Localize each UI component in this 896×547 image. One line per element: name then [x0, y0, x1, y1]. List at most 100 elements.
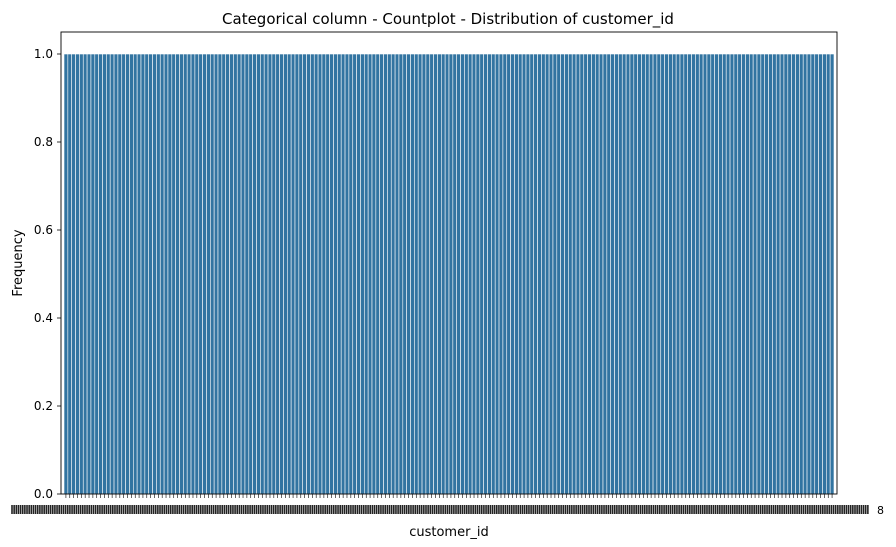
- bar: [136, 53, 142, 495]
- bar: [144, 53, 150, 495]
- bar: [283, 53, 288, 495]
- bar: [775, 53, 781, 495]
- bar: [552, 53, 558, 495]
- bar: [306, 53, 311, 495]
- bar: [795, 53, 800, 495]
- bar: [741, 53, 746, 495]
- bar: [383, 53, 388, 495]
- bar: [810, 53, 816, 495]
- bar: [82, 53, 88, 495]
- y-axis-label: Frequency: [11, 229, 26, 296]
- bar: [641, 53, 646, 495]
- bar: [802, 53, 808, 495]
- bar: [556, 53, 561, 495]
- bar: [791, 53, 796, 495]
- bar: [337, 53, 342, 495]
- x-tick-label-band: [11, 505, 869, 514]
- bar: [109, 53, 115, 495]
- bar: [271, 53, 277, 495]
- bar: [691, 53, 696, 495]
- bar: [240, 53, 246, 495]
- y-tick-label: 0.4: [34, 311, 53, 325]
- bar: [637, 53, 642, 495]
- bar: [487, 53, 492, 495]
- bar: [618, 53, 623, 495]
- bar: [583, 53, 588, 495]
- bar: [394, 53, 400, 495]
- bar: [560, 53, 565, 495]
- bar: [656, 53, 662, 495]
- bar: [625, 53, 631, 495]
- bar: [602, 53, 608, 495]
- bar: [414, 53, 419, 495]
- bar: [633, 53, 638, 495]
- x-axis-label: customer_id: [409, 525, 489, 540]
- bar: [568, 53, 573, 495]
- bar: [660, 53, 665, 495]
- bar: [579, 53, 585, 495]
- bar: [456, 53, 461, 495]
- bar: [698, 53, 704, 495]
- bar: [179, 53, 184, 495]
- bar: [113, 53, 119, 495]
- bar: [479, 53, 484, 495]
- bar: [298, 53, 304, 495]
- bar: [206, 53, 211, 495]
- bar: [406, 53, 411, 495]
- bar: [799, 53, 804, 495]
- bar: [248, 53, 253, 495]
- bar: [629, 53, 635, 495]
- bar: [521, 53, 527, 495]
- bar: [806, 53, 812, 495]
- bar: [379, 53, 384, 495]
- bar: [183, 53, 188, 495]
- bar: [822, 53, 827, 495]
- bar: [221, 53, 227, 495]
- bar: [171, 53, 176, 495]
- bar: [79, 53, 84, 495]
- bar: [313, 53, 319, 495]
- bar: [402, 53, 407, 495]
- bar: [367, 53, 373, 495]
- bar: [664, 53, 669, 495]
- bar: [529, 53, 534, 495]
- bar: [575, 53, 581, 495]
- bar: [756, 53, 762, 495]
- bar: [325, 53, 330, 495]
- bar: [467, 53, 473, 495]
- bar: [75, 53, 80, 495]
- bar: [190, 53, 196, 495]
- bar: [252, 53, 257, 495]
- bar: [729, 53, 735, 495]
- bar: [225, 53, 230, 495]
- bar: [695, 53, 700, 495]
- bar: [71, 53, 76, 495]
- bar: [279, 53, 284, 495]
- bar: [317, 53, 323, 495]
- bar: [548, 53, 554, 495]
- bar: [668, 53, 673, 495]
- bar: [125, 53, 130, 495]
- y-tick-label: 0.8: [34, 135, 53, 149]
- bar: [471, 53, 477, 495]
- bar: [494, 53, 500, 495]
- bar: [348, 53, 354, 495]
- bar: [772, 53, 777, 495]
- bar: [275, 53, 280, 495]
- bar: [594, 53, 600, 495]
- bar: [421, 53, 427, 495]
- bar: [244, 53, 250, 495]
- bar: [679, 53, 685, 495]
- bar: [356, 53, 361, 495]
- bar: [425, 53, 431, 495]
- bar: [233, 53, 238, 495]
- bar: [710, 53, 715, 495]
- bar: [564, 53, 569, 495]
- bar: [733, 53, 739, 495]
- bar: [229, 53, 234, 495]
- bar: [375, 53, 381, 495]
- bar: [133, 53, 138, 495]
- bar: [768, 53, 773, 495]
- bar: [321, 53, 327, 495]
- bar: [537, 53, 542, 495]
